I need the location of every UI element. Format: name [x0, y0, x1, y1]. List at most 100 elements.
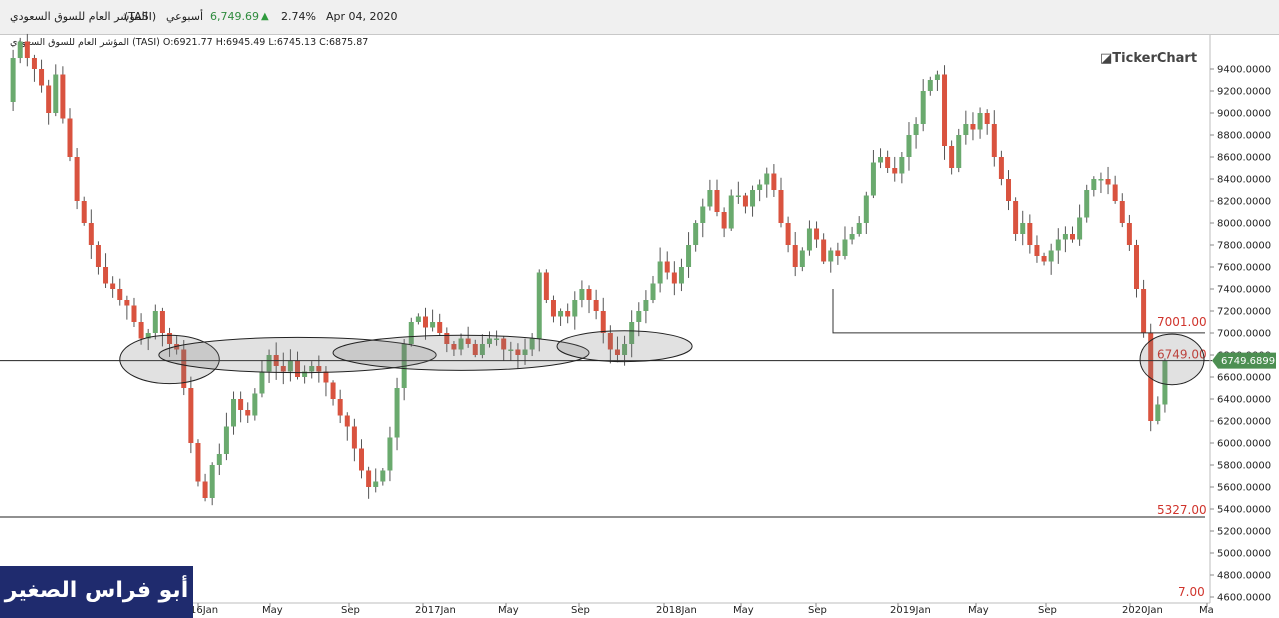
x-tick-label: Sep	[341, 605, 360, 616]
candle-down	[95, 245, 101, 267]
y-tick-label: 6200.0000	[1217, 417, 1271, 428]
candle-down	[295, 360, 301, 377]
candle-down	[714, 190, 720, 212]
candle-up	[231, 399, 237, 427]
candle-up	[266, 355, 272, 372]
candle-up	[856, 223, 862, 234]
candle-down	[351, 426, 357, 449]
y-tick-label: 4600.0000	[1217, 593, 1271, 604]
candle-up	[1020, 223, 1026, 234]
candle-up	[963, 124, 969, 135]
candle-down	[316, 366, 322, 372]
candle-down	[1133, 245, 1139, 289]
candle-up	[415, 316, 421, 322]
time-axis[interactable]: 16Jan May Sep 2017Jan May Sep 2018Jan May Sep 201…	[0, 602, 1214, 616]
candle-down	[1119, 201, 1125, 223]
candle-up	[216, 454, 222, 465]
x-tick-label: May	[968, 605, 989, 616]
candle-down	[103, 267, 109, 284]
y-tick-label: 5600.0000	[1217, 483, 1271, 494]
candle-up	[529, 338, 535, 350]
highlight-ellipses	[119, 330, 1205, 386]
symbol-header-bar: المؤشر العام للسوق السعودي (TASI) أسبوعي…	[0, 0, 1279, 35]
candle-up	[934, 74, 940, 80]
candle-down	[1041, 256, 1047, 262]
candle-down	[159, 311, 165, 333]
candle-down	[998, 157, 1004, 179]
candle-down	[1006, 179, 1012, 201]
candle-up	[643, 300, 649, 311]
index-name: المؤشر العام للسوق السعودي	[10, 10, 148, 23]
candle-up	[408, 322, 414, 344]
price-axis[interactable]: 4600.0000 4800.0000 5000.0000 5200.0000 5400…	[1209, 35, 1276, 604]
candle-down	[138, 322, 144, 339]
candle-up	[508, 349, 514, 351]
candle-up	[764, 173, 770, 185]
candle-up	[53, 74, 59, 113]
candle-down	[31, 58, 37, 69]
candle-up	[806, 228, 812, 251]
y-tick-label: 8400.0000	[1217, 175, 1271, 186]
candle-down	[1013, 201, 1019, 234]
candle-down	[1034, 245, 1040, 256]
candle-up	[387, 437, 393, 471]
candle-up	[657, 261, 663, 284]
highlight-ellipse	[332, 334, 590, 371]
candle-up	[309, 366, 315, 372]
candle-down	[607, 333, 613, 350]
candle-up	[209, 465, 215, 498]
candle-down	[742, 195, 748, 207]
level-label-5327: 5327.00	[1157, 503, 1207, 517]
last-price: 6,749.69	[210, 10, 259, 23]
candle-up	[799, 250, 805, 267]
price-tag-label: 6749.6899	[1221, 356, 1275, 367]
candle-down	[949, 146, 955, 168]
candle-down	[195, 443, 201, 482]
y-tick-label: 6400.0000	[1217, 395, 1271, 406]
candle-down	[444, 333, 450, 344]
x-tick-label: 16Jan	[190, 605, 218, 616]
candle-up	[686, 245, 692, 267]
candle-up	[849, 234, 855, 240]
candle-up	[486, 338, 492, 344]
candle-up	[252, 393, 258, 416]
timeframe-label[interactable]: أسبوعي	[166, 10, 204, 23]
candle-up	[977, 113, 983, 130]
candle-down	[1148, 333, 1154, 421]
tickerchart-logo: ◪TickerChart	[1100, 51, 1198, 66]
candle-up	[707, 190, 713, 207]
candle-up	[152, 311, 158, 333]
y-tick-label: 5400.0000	[1217, 505, 1271, 516]
candle-down	[515, 349, 521, 355]
candle-down	[593, 300, 599, 311]
y-tick-label: 9400.0000	[1217, 65, 1271, 76]
x-tick-label: 2017Jan	[415, 605, 456, 616]
candle-down	[586, 289, 592, 300]
candle-up	[558, 311, 564, 317]
candle-up	[259, 371, 265, 394]
candle-down	[543, 272, 549, 300]
candle-down	[344, 415, 350, 427]
candle-down	[67, 118, 73, 157]
candle-down	[245, 410, 251, 416]
candle-up	[579, 289, 585, 300]
x-tick-label: 2019Jan	[890, 605, 931, 616]
x-tick-label: Sep	[571, 605, 590, 616]
y-tick-label: 5000.0000	[1217, 549, 1271, 560]
highlight-ellipse	[556, 330, 693, 363]
candle-up	[878, 157, 884, 163]
y-tick-label: 6600.0000	[1217, 373, 1271, 384]
candle-down	[337, 399, 343, 416]
candle-down	[721, 212, 727, 229]
candle-up	[927, 80, 933, 91]
candle-up	[380, 470, 386, 482]
candle-up	[1155, 404, 1161, 421]
candle-down	[124, 300, 130, 306]
highlight-ellipse	[119, 334, 220, 385]
candle-down	[88, 223, 94, 245]
candle-down	[167, 333, 173, 344]
candle-up	[10, 58, 16, 102]
candle-up	[1162, 360, 1168, 405]
candle-up	[650, 283, 656, 300]
